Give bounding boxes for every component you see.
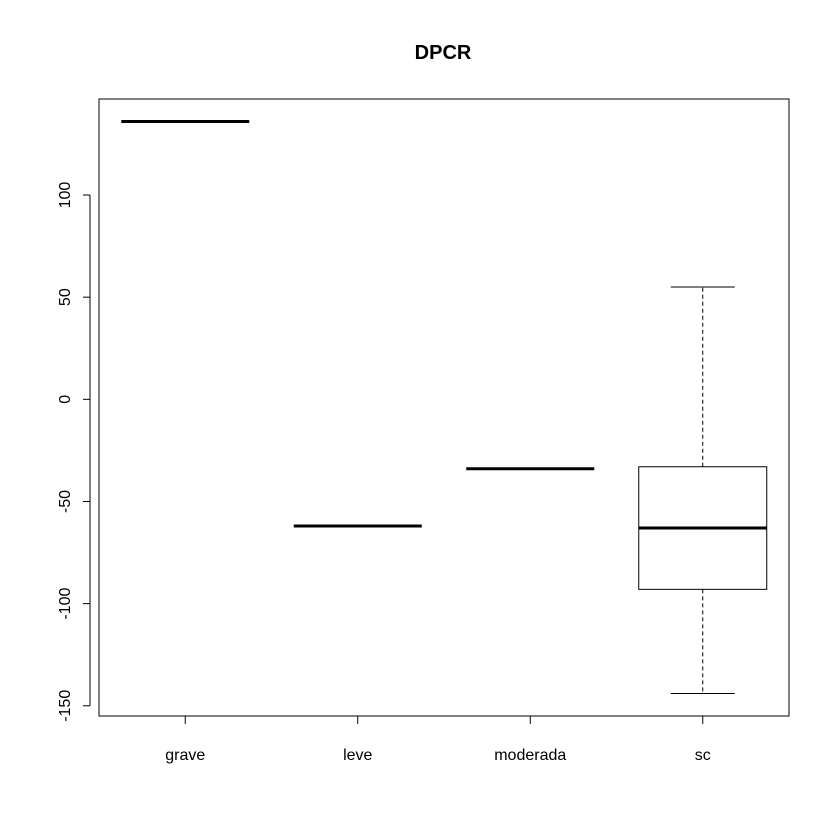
x-tick-label: grave: [165, 747, 205, 764]
y-tick-label: 50: [57, 288, 74, 306]
plot-frame: [98, 98, 790, 717]
y-tick-label: -100: [57, 588, 74, 620]
x-tick-label: moderada: [494, 747, 566, 764]
x-tick-label: leve: [343, 747, 372, 764]
y-tick-label: 0: [57, 395, 74, 404]
box-series: [121, 119, 768, 695]
y-axis: -150 -100 -50 0 50 100: [57, 182, 91, 722]
box-sc: [638, 286, 768, 695]
y-tick-label: 100: [57, 182, 74, 209]
x-axis: grave leve moderada sc: [165, 715, 711, 764]
y-tick-label: -150: [57, 690, 74, 722]
x-tick-label: sc: [695, 747, 711, 764]
chart-title: DPCR: [415, 42, 472, 64]
y-tick-label: -50: [57, 490, 74, 513]
